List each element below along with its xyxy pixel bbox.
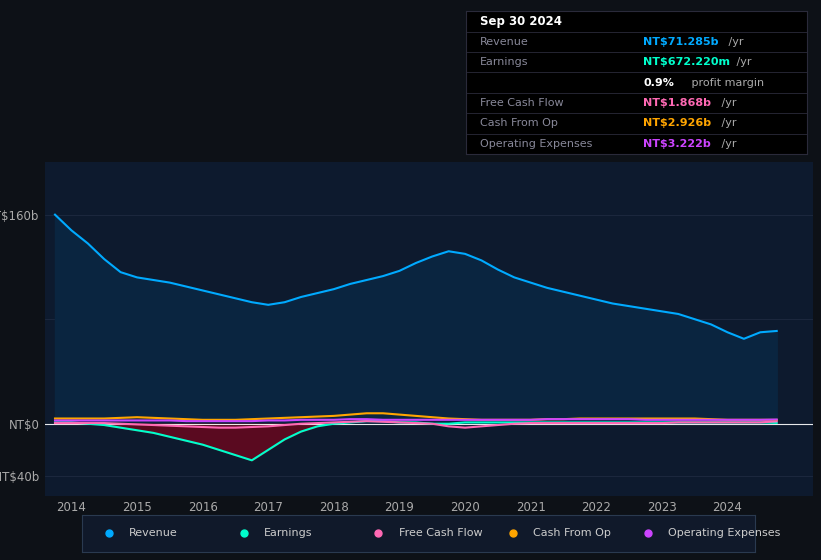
- Text: Free Cash Flow: Free Cash Flow: [480, 98, 563, 108]
- Text: /yr: /yr: [718, 98, 736, 108]
- Text: NT$1.868b: NT$1.868b: [644, 98, 712, 108]
- Text: Sep 30 2024: Sep 30 2024: [480, 15, 562, 28]
- Text: Operating Expenses: Operating Expenses: [480, 139, 592, 149]
- Text: /yr: /yr: [725, 37, 744, 47]
- Text: Revenue: Revenue: [129, 529, 178, 538]
- Text: Earnings: Earnings: [480, 57, 529, 67]
- Text: /yr: /yr: [718, 139, 736, 149]
- Text: Cash From Op: Cash From Op: [480, 118, 557, 128]
- Text: Cash From Op: Cash From Op: [533, 529, 611, 538]
- Text: Revenue: Revenue: [480, 37, 529, 47]
- Text: NT$2.926b: NT$2.926b: [644, 118, 712, 128]
- Text: NT$3.222b: NT$3.222b: [644, 139, 711, 149]
- Text: NT$71.285b: NT$71.285b: [644, 37, 719, 47]
- Text: /yr: /yr: [733, 57, 751, 67]
- Text: 0.9%: 0.9%: [644, 78, 674, 87]
- Text: profit margin: profit margin: [688, 78, 764, 87]
- Text: Free Cash Flow: Free Cash Flow: [398, 529, 482, 538]
- Text: Operating Expenses: Operating Expenses: [667, 529, 780, 538]
- Text: /yr: /yr: [718, 118, 736, 128]
- Text: Earnings: Earnings: [264, 529, 312, 538]
- Text: NT$672.220m: NT$672.220m: [644, 57, 731, 67]
